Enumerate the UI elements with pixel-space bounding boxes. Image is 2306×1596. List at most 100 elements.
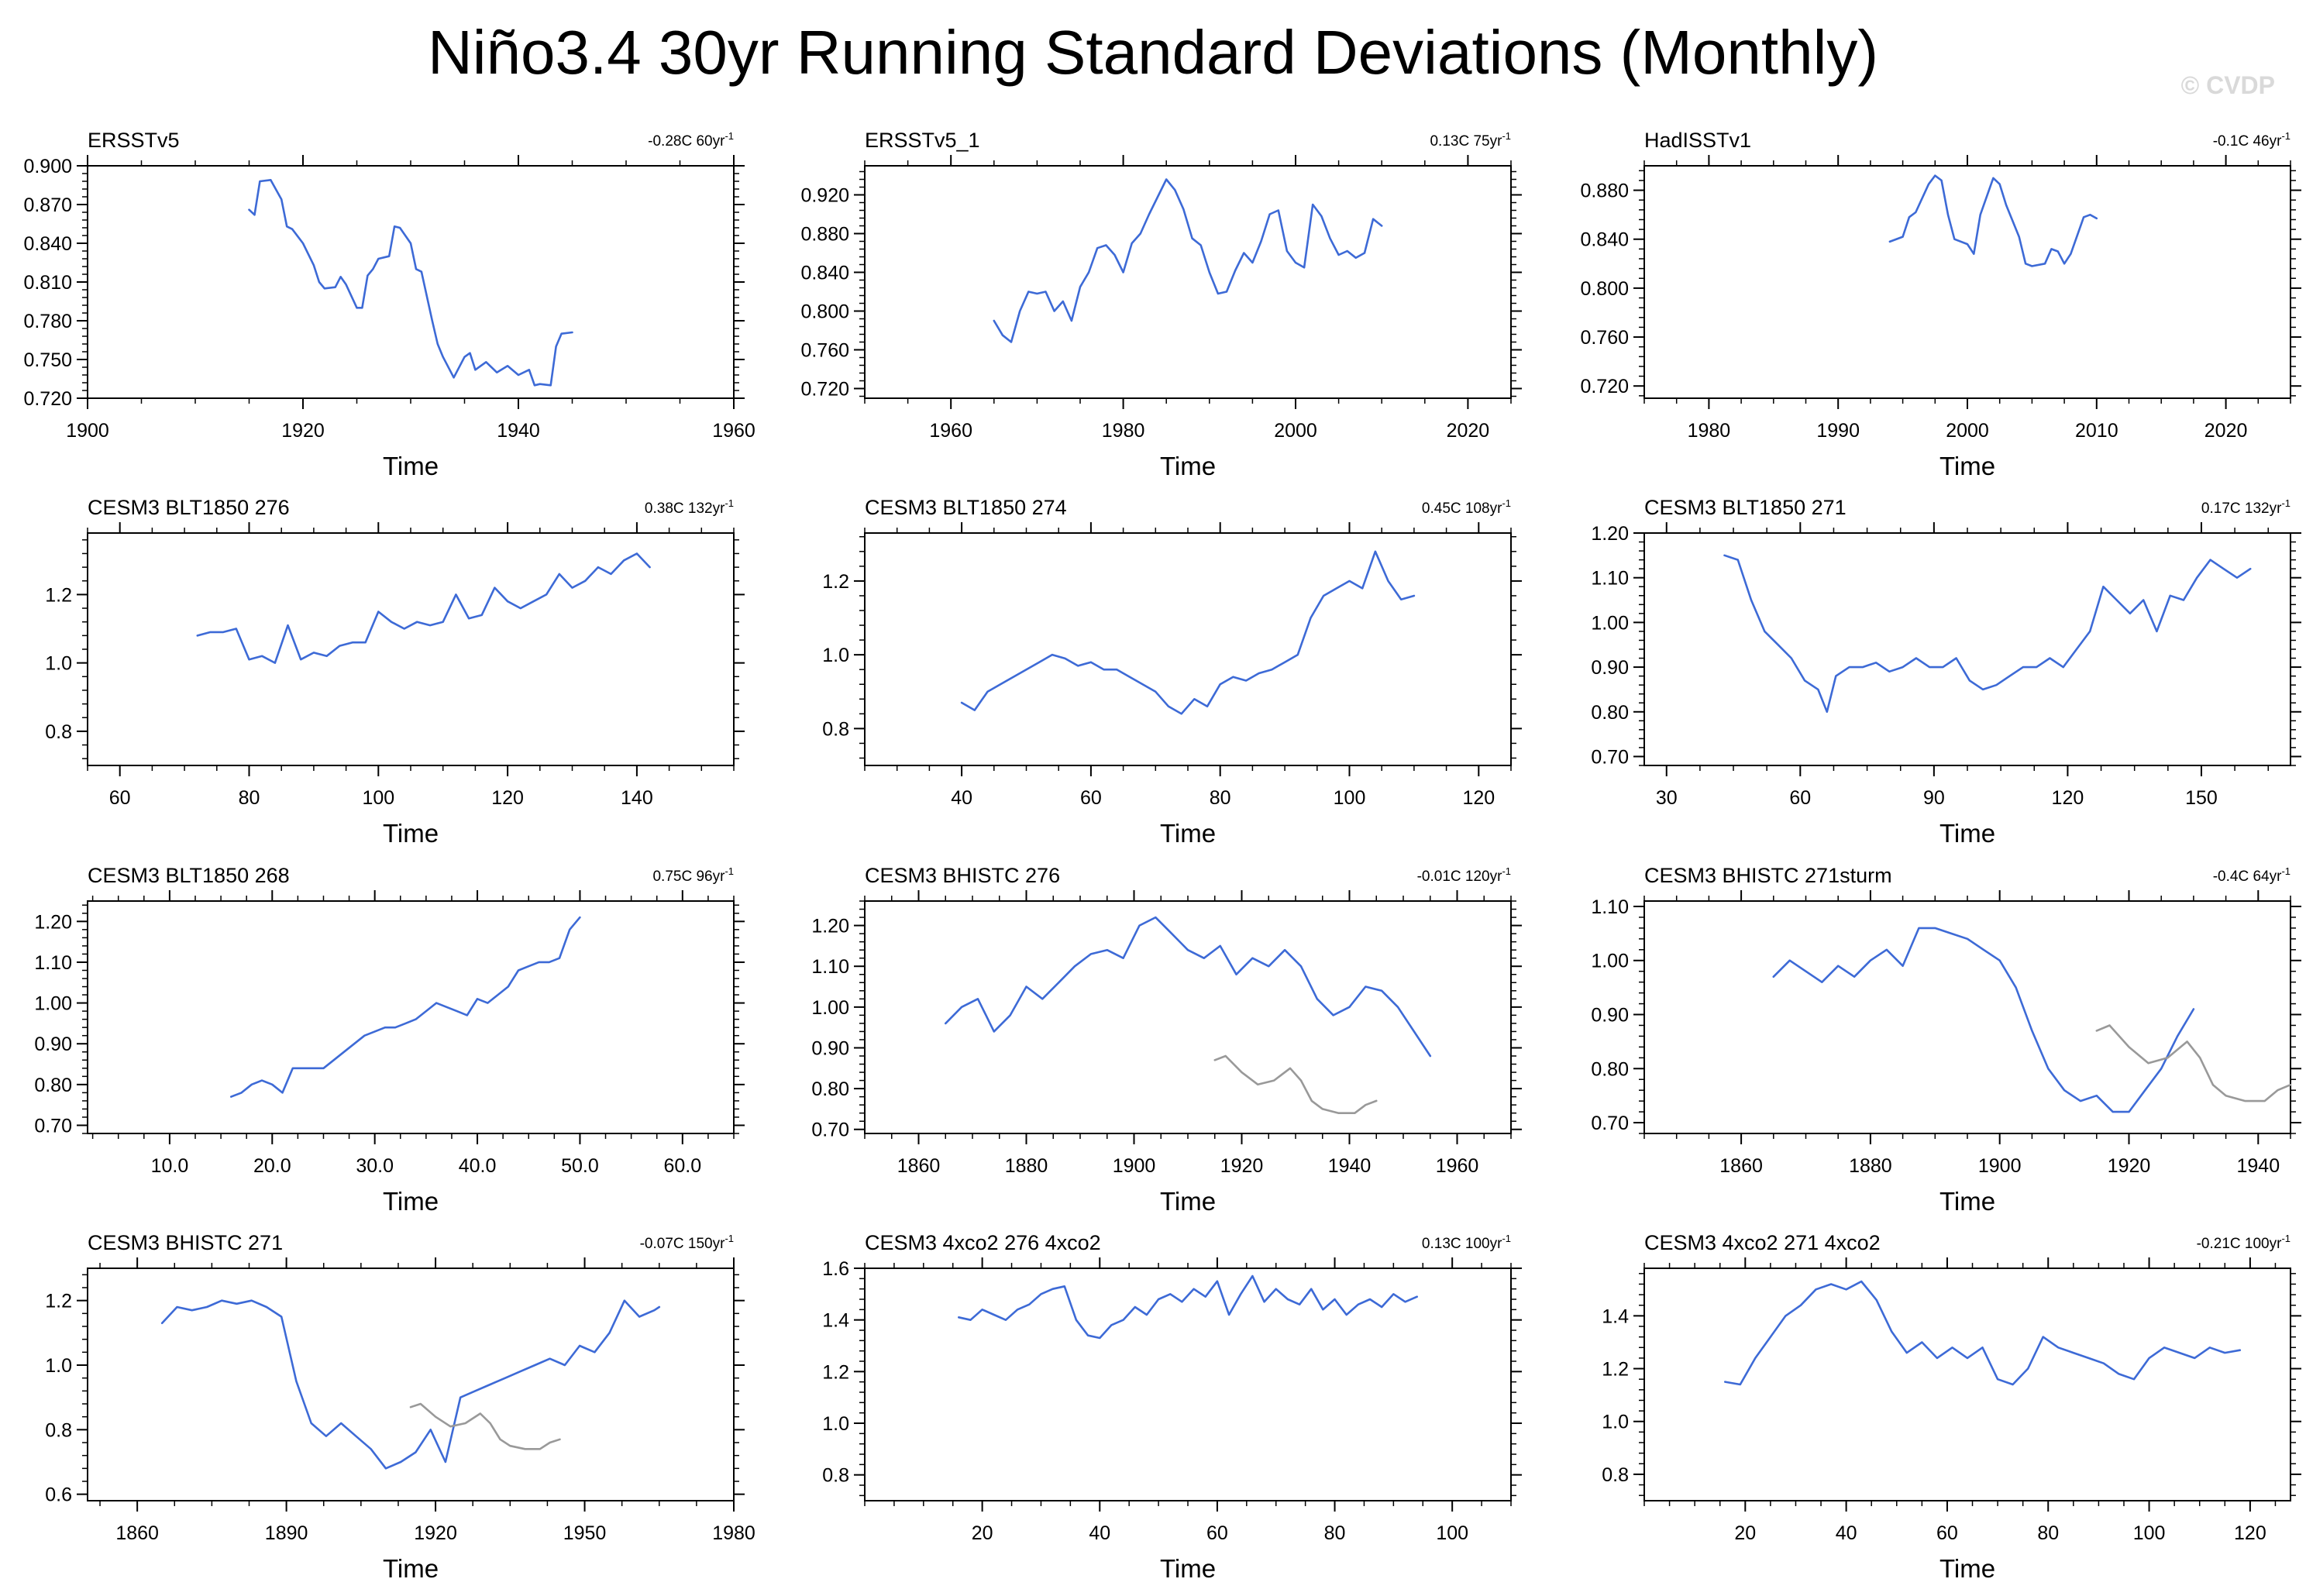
- y-tick-label: 0.780: [23, 311, 72, 332]
- y-tick-label: 0.6: [45, 1484, 72, 1506]
- plot-frame: [864, 532, 1512, 766]
- panel-title: CESM3 BHISTC 271: [88, 1231, 283, 1254]
- x-tick-label: 1900: [1113, 1155, 1156, 1177]
- series-line: [1772, 927, 2195, 1113]
- panel-title: CESM3 BLT1850 276: [88, 496, 290, 519]
- x-tick-label: 150: [2185, 787, 2218, 809]
- y-tick-label: 0.840: [23, 233, 72, 255]
- y-tick-label: 0.80: [34, 1075, 72, 1096]
- series-line: [945, 916, 1432, 1058]
- plot-frame: [864, 165, 1512, 399]
- x-tick-label: 80: [1324, 1522, 1346, 1544]
- y-tick-label: 1.4: [822, 1310, 849, 1332]
- y-tick-label: 1.20: [34, 911, 72, 933]
- y-tick-label: 0.880: [1580, 181, 1629, 202]
- y-tick-label: 1.2: [822, 1361, 849, 1383]
- x-tick-label: 1890: [265, 1522, 308, 1544]
- y-tick-label: 0.800: [1580, 278, 1629, 300]
- x-axis-label: Time: [383, 819, 439, 848]
- y-tick-label: 1.0: [822, 1413, 849, 1435]
- series-line: [1724, 1280, 2242, 1386]
- x-tick-label: 2010: [2075, 420, 2118, 442]
- panel-title: CESM3 BLT1850 271: [1644, 496, 1847, 519]
- x-tick-label: 1860: [897, 1155, 941, 1177]
- y-tick-label: 1.00: [811, 997, 849, 1019]
- x-tick-label: 120: [2052, 787, 2084, 809]
- x-axis-label: Time: [1160, 1187, 1216, 1216]
- x-tick-label: 1900: [1978, 1155, 2022, 1177]
- x-tick-label: 1920: [1220, 1155, 1264, 1177]
- y-tick-label: 0.880: [800, 224, 849, 246]
- x-axis-label: Time: [383, 452, 439, 480]
- panel-title: CESM3 BHISTC 271sturm: [1644, 864, 1892, 887]
- x-tick-label: 60: [1206, 1522, 1228, 1544]
- x-tick-label: 30: [1656, 787, 1678, 809]
- panel-2: 0.720 0.760 0.800 0.840 0.880 0.920 1960 1980 20…: [800, 129, 1522, 480]
- plot-frame: [1643, 1268, 2291, 1501]
- y-tick-label: 1.2: [45, 1291, 72, 1312]
- x-axis-label: Time: [1939, 1187, 1995, 1216]
- y-tick-label: 0.720: [23, 388, 72, 410]
- x-tick-label: 20: [1734, 1522, 1756, 1544]
- trend-label: 0.13C 100yr-1: [1422, 1233, 1511, 1252]
- x-tick-label: 20.0: [253, 1155, 291, 1177]
- overlay-series-line: [2095, 1024, 2292, 1102]
- x-tick-label: 60.0: [663, 1155, 701, 1177]
- series-line: [958, 1274, 1418, 1340]
- panel-6: 0.70 0.80 0.90 1.00 1.10 1.20 30 60 90 120 150 CESM…: [1591, 496, 2301, 848]
- x-tick-label: 120: [2234, 1522, 2266, 1544]
- x-tick-label: 120: [491, 787, 524, 809]
- x-tick-label: 140: [621, 787, 653, 809]
- x-tick-label: 100: [362, 787, 394, 809]
- trend-label: -0.07C 150yr-1: [640, 1233, 734, 1252]
- panel-title: ERSSTv5_1: [865, 129, 980, 152]
- plot-frame: [87, 1268, 735, 1501]
- x-tick-label: 1920: [414, 1522, 457, 1544]
- y-tick-label: 0.810: [23, 272, 72, 294]
- y-tick-label: 0.8: [45, 721, 72, 743]
- x-tick-label: 2000: [1946, 420, 1989, 442]
- trend-label: -0.01C 120yr-1: [1417, 865, 1511, 885]
- panel-title: CESM3 4xco2 271 4xco2: [1644, 1231, 1881, 1254]
- y-tick-label: 1.00: [34, 993, 72, 1015]
- x-tick-label: 1940: [2236, 1155, 2280, 1177]
- panel-title: CESM3 BLT1850 268: [88, 864, 290, 887]
- panel-3: 0.720 0.760 0.800 0.840 0.880 1980 1990 2000 201…: [1580, 129, 2301, 480]
- y-tick-label: 0.760: [800, 340, 849, 362]
- y-tick-label: 0.8: [822, 718, 849, 740]
- plot-frame: [864, 900, 1512, 1134]
- x-tick-label: 90: [1923, 787, 1945, 809]
- y-tick-label: 0.720: [1580, 376, 1629, 397]
- x-tick-label: 2000: [1274, 420, 1317, 442]
- panel-5: 0.8 1.0 1.2 40 60 80 100 120 CESM3 BLT1850 274 0.…: [822, 496, 1522, 848]
- plot-frame: [87, 165, 735, 399]
- x-tick-label: 80: [2037, 1522, 2059, 1544]
- x-tick-label: 20: [972, 1522, 993, 1544]
- series-line: [160, 1299, 661, 1470]
- y-tick-label: 0.800: [800, 301, 849, 323]
- panel-title: CESM3 BHISTC 276: [865, 864, 1060, 887]
- x-tick-label: 60: [1789, 787, 1811, 809]
- y-tick-label: 1.10: [1591, 568, 1629, 590]
- x-tick-label: 1880: [1005, 1155, 1048, 1177]
- y-tick-label: 0.8: [822, 1465, 849, 1487]
- y-tick-label: 0.70: [1591, 1113, 1629, 1134]
- y-tick-label: 0.920: [800, 185, 849, 207]
- panel-11: 0.8 1.0 1.2 1.4 1.6 20 40 60 80 100 CESM3 4xco2 27…: [822, 1231, 1522, 1583]
- x-tick-label: 2020: [1447, 420, 1490, 442]
- x-tick-label: 1960: [1436, 1155, 1479, 1177]
- overlay-series-line: [1213, 1054, 1378, 1114]
- y-tick-label: 1.00: [1591, 612, 1629, 634]
- x-axis-label: Time: [1939, 1554, 1995, 1583]
- trend-label: 0.17C 132yr-1: [2201, 497, 2291, 517]
- x-tick-label: 1940: [497, 420, 540, 442]
- y-tick-label: 0.70: [811, 1120, 849, 1141]
- panel-8: 0.70 0.80 0.90 1.00 1.10 1.20 1860 1880 1900 1920…: [811, 864, 1522, 1216]
- x-tick-label: 1950: [563, 1522, 607, 1544]
- x-tick-label: 1980: [1102, 420, 1145, 442]
- x-axis-label: Time: [383, 1187, 439, 1216]
- x-tick-label: 1990: [1816, 420, 1860, 442]
- plot-frame: [87, 900, 735, 1134]
- x-tick-label: 40: [1089, 1522, 1110, 1544]
